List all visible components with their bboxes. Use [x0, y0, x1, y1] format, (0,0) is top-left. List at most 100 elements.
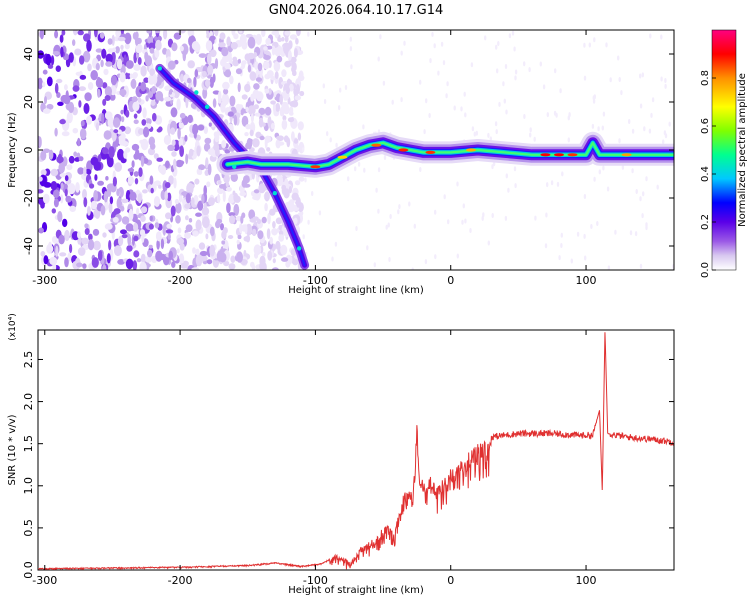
spectrogram-noise-blob: [185, 96, 189, 109]
spectrogram-faint-blob: [311, 191, 314, 196]
spectrogram-noise-blob: [144, 51, 149, 61]
spectrogram-noise-blob: [225, 181, 230, 188]
spectrogram-noise-blob: [192, 127, 196, 135]
spectrogram-noise-blob: [261, 30, 266, 37]
spectrogram-noise-blob: [55, 245, 59, 257]
spectrogram-faint-blob: [445, 93, 448, 99]
spectrogram-noise-blob: [197, 200, 204, 211]
spectrogram-faint-blob: [463, 91, 466, 97]
spectrogram-noise-blob: [271, 228, 278, 236]
spectrogram-noise-blob: [113, 245, 122, 257]
spectrogram-noise-blob: [217, 180, 222, 185]
spectrogram-noise-blob: [124, 43, 130, 50]
spectrogram-faint-blob: [591, 123, 595, 129]
spectrogram-noise-blob: [270, 76, 276, 81]
spectrogram-noise-blob: [79, 74, 87, 80]
spectrogram-faint-blob: [583, 194, 587, 199]
spectrogram-noise-blob: [131, 96, 138, 102]
spectrogram-faint-blob: [497, 41, 500, 46]
colorbar-tick-label: 0.4: [700, 166, 711, 182]
spectrogram-noise-blob: [155, 30, 161, 34]
spectrogram-faint-blob: [302, 234, 305, 240]
spectrogram-noise-blob: [187, 114, 193, 124]
spectrogram-noise-blob: [277, 37, 283, 43]
spectrogram-noise-blob: [219, 32, 226, 40]
spectrogram-noise-blob: [165, 212, 172, 220]
spectrogram-noise-blob: [133, 64, 141, 71]
spectrogram-faint-blob: [487, 240, 490, 246]
spectrogram-faint-blob: [504, 64, 508, 69]
spectrogram-noise-blob: [64, 175, 69, 182]
snr-y-tick-label: 2.0: [22, 393, 35, 411]
spectrogram-noise-blob: [289, 83, 294, 92]
spectrogram-noise-blob: [216, 218, 223, 224]
spectrogram-noise-blob: [195, 248, 200, 256]
spectrogram-noise-blob: [46, 103, 54, 110]
spectrogram-noise-blob: [75, 71, 82, 76]
spectrogram-noise-blob: [214, 30, 219, 37]
spectrogram-noise-blob: [102, 147, 109, 155]
spectrogram-faint-blob: [567, 115, 570, 121]
spectrogram-noise-blob: [47, 64, 54, 69]
spectrogram-noise-blob: [65, 195, 72, 203]
spectrogram-noise-blob: [233, 114, 238, 126]
spectrogram-noise-blob: [90, 156, 99, 166]
spectrogram-noise-blob: [228, 263, 236, 270]
spectrogram-noise-blob: [141, 232, 145, 243]
spectrogram-noise-blob: [74, 157, 80, 162]
spectrogram-noise-blob: [271, 267, 279, 270]
spectrogram-noise-blob: [39, 30, 44, 40]
spectrogram-noise-blob: [249, 71, 257, 81]
spectrogram-noise-blob: [78, 100, 82, 108]
spectrogram-noise-blob: [205, 79, 211, 88]
spectrogram-faint-blob: [456, 181, 459, 187]
spectrogram-noise-blob: [54, 127, 58, 137]
spectrogram-noise-blob: [241, 60, 246, 70]
spectrogram-noise-blob: [127, 168, 135, 172]
spectrogram-noise-blob: [72, 30, 78, 36]
spectrogram-noise-blob: [244, 224, 248, 235]
spectrogram-faint-blob: [668, 121, 671, 127]
spectrogram-faint-blob: [631, 128, 635, 134]
spectrogram-noise-blob: [112, 47, 117, 53]
spectrogram-noise-blob: [245, 124, 252, 130]
spectrogram-faint-blob: [513, 166, 517, 172]
spectrogram-faint-blob: [469, 228, 472, 233]
spectrogram-faint-blob: [383, 155, 387, 160]
spectrogram-noise-blob: [59, 34, 64, 43]
spectrogram-faint-blob: [470, 62, 474, 68]
spectrogram-noise-blob: [224, 62, 231, 70]
spectrogram-noise-blob: [281, 184, 287, 191]
spectrogram-faint-blob: [560, 232, 563, 238]
spectrogram-noise-blob: [97, 154, 102, 163]
spectrogram-noise-blob: [209, 226, 215, 237]
spectrogram-noise-blob: [274, 71, 279, 79]
spectrogram-noise-blob: [298, 176, 305, 182]
spectrogram-noise-blob: [108, 201, 113, 214]
spectrogram-noise-blob: [195, 219, 202, 231]
spectrogram-noise-blob: [222, 227, 228, 234]
spectrogram-faint-blob: [663, 130, 667, 136]
spectrogram-noise-blob: [288, 40, 293, 49]
spectrogram-noise-blob: [227, 235, 234, 239]
spectrogram-noise-blob: [155, 39, 162, 51]
spectrogram-noise-blob: [179, 242, 185, 251]
spectrogram-noise-blob: [63, 95, 71, 105]
spectrogram-noise-blob: [87, 63, 92, 72]
spectrogram-noise-blob: [133, 235, 139, 242]
spectrogram-noise-blob: [83, 166, 87, 177]
spectrogram-faint-blob: [323, 99, 327, 104]
spectrogram-noise-blob: [284, 60, 292, 68]
spectrogram-noise-blob: [237, 234, 242, 240]
spectrogram-faint-blob: [514, 69, 518, 75]
spectrogram-noise-blob: [188, 218, 193, 223]
spectrogram-noise-blob: [106, 253, 111, 264]
spectrogram-faint-blob: [425, 98, 428, 104]
spectrogram-noise-blob: [263, 55, 271, 60]
spectrogram-noise-blob: [78, 156, 84, 162]
spectrogram-noise-blob: [126, 73, 131, 80]
spectrogram-faint-blob: [534, 215, 537, 221]
spectrogram-hot-spot: [425, 150, 436, 154]
spectrogram-noise-blob: [295, 38, 299, 45]
spectrogram-noise-blob: [105, 61, 113, 67]
